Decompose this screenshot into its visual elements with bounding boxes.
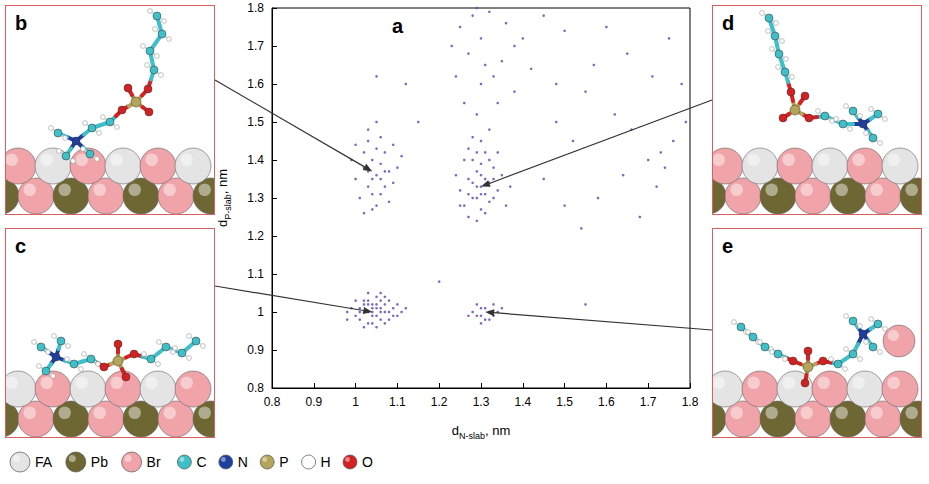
svg-text:FA: FA xyxy=(35,454,53,470)
svg-text:H: H xyxy=(321,454,331,470)
svg-text:d: d xyxy=(722,12,734,34)
svg-text:1: 1 xyxy=(257,305,264,319)
svg-text:1.6: 1.6 xyxy=(247,77,264,91)
svg-text:d: d xyxy=(215,220,230,227)
svg-text:P: P xyxy=(279,454,288,470)
svg-text:1.1: 1.1 xyxy=(247,267,264,281)
svg-text:1.8: 1.8 xyxy=(247,1,264,15)
svg-text:, nm: , nm xyxy=(485,423,510,438)
svg-text:N: N xyxy=(238,454,248,470)
svg-text:1: 1 xyxy=(352,395,359,409)
svg-text:N-slab: N-slab xyxy=(459,431,485,441)
svg-text:1.7: 1.7 xyxy=(247,39,264,53)
svg-text:e: e xyxy=(722,235,733,257)
svg-text:1.8: 1.8 xyxy=(682,395,699,409)
svg-text:1.4: 1.4 xyxy=(514,395,531,409)
svg-text:a: a xyxy=(392,15,404,37)
svg-text:O: O xyxy=(362,454,373,470)
svg-text:Br: Br xyxy=(147,454,161,470)
svg-text:b: b xyxy=(15,12,27,34)
svg-text:1.2: 1.2 xyxy=(431,395,448,409)
svg-text:1.3: 1.3 xyxy=(247,191,264,205)
svg-text:1.1: 1.1 xyxy=(389,395,406,409)
svg-text:1.5: 1.5 xyxy=(247,115,264,129)
svg-text:1.7: 1.7 xyxy=(640,395,657,409)
svg-text:1.3: 1.3 xyxy=(473,395,490,409)
svg-text:0.9: 0.9 xyxy=(247,343,264,357)
svg-text:1.2: 1.2 xyxy=(247,229,264,243)
svg-text:P-slab: P-slab xyxy=(223,194,233,220)
svg-text:1.6: 1.6 xyxy=(598,395,615,409)
svg-text:, nm: , nm xyxy=(215,169,230,194)
svg-text:d: d xyxy=(452,423,459,438)
svg-text:1.4: 1.4 xyxy=(247,153,264,167)
svg-text:Pb: Pb xyxy=(91,454,108,470)
svg-text:0.8: 0.8 xyxy=(247,381,264,395)
svg-text:0.8: 0.8 xyxy=(264,395,281,409)
svg-text:C: C xyxy=(196,454,206,470)
svg-text:0.9: 0.9 xyxy=(305,395,322,409)
svg-text:c: c xyxy=(15,235,26,257)
svg-text:1.5: 1.5 xyxy=(556,395,573,409)
